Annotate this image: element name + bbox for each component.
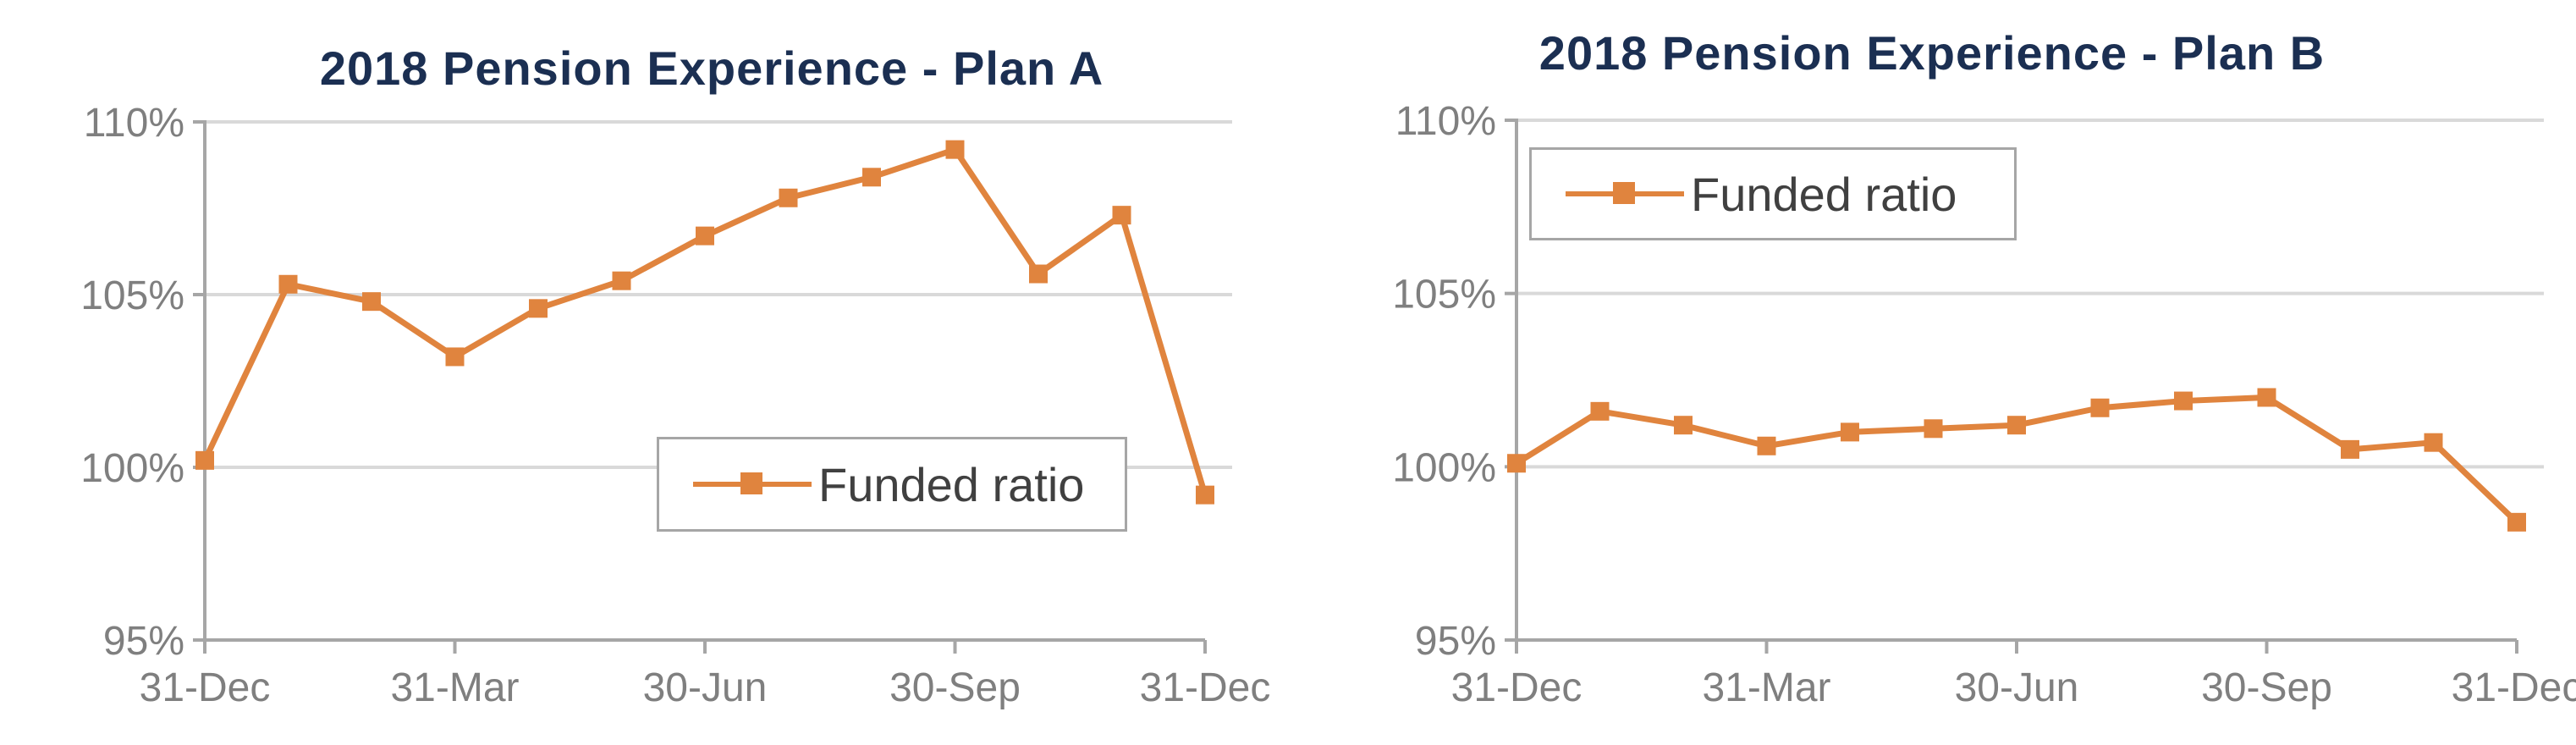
data-point bbox=[278, 274, 298, 294]
y-tick-label: 95% bbox=[103, 619, 184, 664]
x-tick-label: 31-Dec bbox=[2452, 665, 2576, 710]
data-point bbox=[195, 450, 214, 470]
data-point bbox=[1507, 454, 1526, 473]
legend-label: Funded ratio bbox=[818, 457, 1085, 511]
data-point bbox=[862, 168, 881, 187]
plot-area: 95% 100% 105% 110% 31-Dec 31-Mar 30-Jun 30-Sep 3… bbox=[1392, 99, 2576, 710]
legend-marker-icon bbox=[693, 467, 812, 501]
chart-plan-a: 2018 Pension Experience - Plan A 95% 100%… bbox=[80, 41, 1271, 710]
data-point bbox=[2174, 391, 2193, 411]
data-point bbox=[2341, 439, 2359, 459]
x-tick-label: 31-Mar bbox=[390, 665, 519, 710]
data-point bbox=[1590, 401, 1610, 421]
data-point bbox=[1029, 264, 1048, 284]
data-point bbox=[1196, 485, 1214, 505]
data-point bbox=[2090, 398, 2110, 417]
y-tick-label: 110% bbox=[84, 101, 184, 146]
data-point bbox=[2007, 416, 2026, 435]
data-point bbox=[1112, 206, 1131, 225]
data-point bbox=[445, 347, 465, 367]
x-tick-label: 31-Mar bbox=[1702, 665, 1830, 710]
legend: Funded ratio bbox=[657, 437, 1127, 532]
y-tick-label: 105% bbox=[1392, 273, 1496, 317]
chart-plan-b: 2018 Pension Experience - Plan B 95% 100%… bbox=[1288, 0, 2576, 745]
x-tick-label: 30-Sep bbox=[889, 665, 1021, 710]
plot-area: 95% 100% 105% 110% 31-Dec 31-Mar 30-Jun 30-Sep 3… bbox=[80, 101, 1271, 710]
data-point bbox=[779, 188, 798, 207]
x-tick-label: 30-Jun bbox=[1955, 665, 2079, 710]
y-tick-label: 100% bbox=[80, 446, 184, 491]
y-tick-label: 110% bbox=[1395, 99, 1496, 144]
data-point bbox=[612, 271, 631, 290]
data-point bbox=[362, 292, 381, 312]
legend: Funded ratio bbox=[1529, 147, 2017, 240]
data-point bbox=[945, 140, 965, 159]
chart-title: 2018 Pension Experience - Plan A bbox=[319, 41, 1104, 95]
y-tick-label: 95% bbox=[1415, 619, 1496, 664]
y-tick-label: 105% bbox=[80, 273, 184, 318]
x-tick-label: 30-Jun bbox=[643, 665, 768, 710]
x-tick-label: 31-Dec bbox=[1451, 665, 1582, 710]
data-point bbox=[1674, 416, 1693, 435]
x-tick-label: 31-Dec bbox=[140, 665, 271, 710]
legend-marker-icon bbox=[1566, 177, 1684, 211]
data-point bbox=[2257, 388, 2276, 407]
data-point bbox=[1757, 436, 1776, 455]
chart-title: 2018 Pension Experience - Plan B bbox=[1538, 26, 2326, 80]
legend-label: Funded ratio bbox=[1691, 167, 1957, 221]
data-point bbox=[529, 299, 548, 318]
data-point bbox=[696, 226, 714, 246]
y-tick-label: 100% bbox=[1392, 445, 1496, 490]
data-point bbox=[2424, 433, 2443, 452]
x-tick-label: 30-Sep bbox=[2201, 665, 2332, 710]
x-tick-label: 31-Dec bbox=[1140, 665, 1271, 710]
data-point bbox=[2507, 512, 2526, 532]
data-point bbox=[1841, 422, 1859, 442]
data-point bbox=[1924, 419, 1943, 439]
